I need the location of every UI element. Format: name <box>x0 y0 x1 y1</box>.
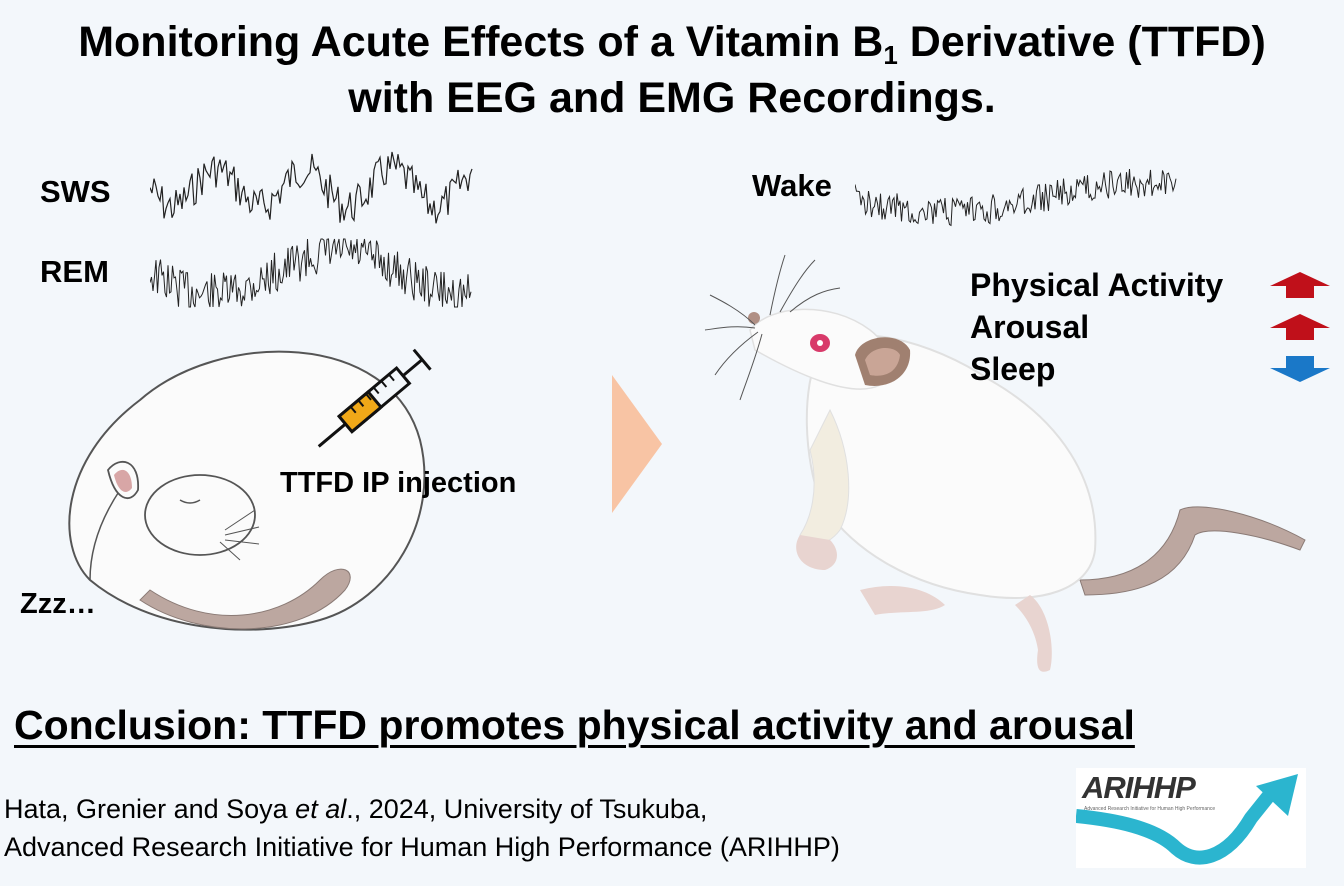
citation-line-1: Hata, Grenier and Soya et al., 2024, Uni… <box>4 794 708 824</box>
arrow-up-icon <box>1270 272 1330 298</box>
transition-arrow-icon <box>612 375 662 513</box>
arrow-up-icon <box>1270 314 1330 340</box>
awake-rat-illustration <box>704 254 1306 672</box>
sleep-sound-label: Zzz… <box>20 588 96 620</box>
wake-eeg-trace <box>855 168 1177 227</box>
effect-sleep: Sleep <box>970 348 1330 390</box>
sws-eeg-trace <box>150 151 473 224</box>
effects-list: Physical Activity Arousal Sleep <box>970 264 1330 390</box>
effect-arousal: Arousal <box>970 306 1330 348</box>
conclusion-text: Conclusion: TTFD promotes physical activ… <box>14 702 1135 748</box>
citation-line-2: Advanced Research Initiative for Human H… <box>4 832 840 862</box>
rem-eeg-trace <box>150 238 472 308</box>
poster-title: Monitoring Acute Effects of a Vitamin B1… <box>0 14 1344 126</box>
arrow-down-icon <box>1270 356 1330 382</box>
logo-swoosh-icon <box>1076 774 1298 865</box>
injection-label: TTFD IP injection <box>280 467 517 499</box>
syringe-fluid <box>336 389 384 434</box>
arihhp-logo: ARIHHP Advanced Research Initiative for … <box>1076 768 1306 868</box>
wake-label: Wake <box>752 168 832 203</box>
syringe-icon <box>317 348 432 448</box>
title-line-2: with EEG and EMG Recordings. <box>348 74 996 122</box>
sws-label: SWS <box>40 174 111 209</box>
rem-label: REM <box>40 254 109 289</box>
title-line-1: Monitoring Acute Effects of a Vitamin B1… <box>78 18 1266 70</box>
citation: Hata, Grenier and Soya et al., 2024, Uni… <box>4 790 840 866</box>
sleeping-rat-illustration <box>68 350 426 631</box>
effect-physical-activity: Physical Activity <box>970 264 1330 306</box>
